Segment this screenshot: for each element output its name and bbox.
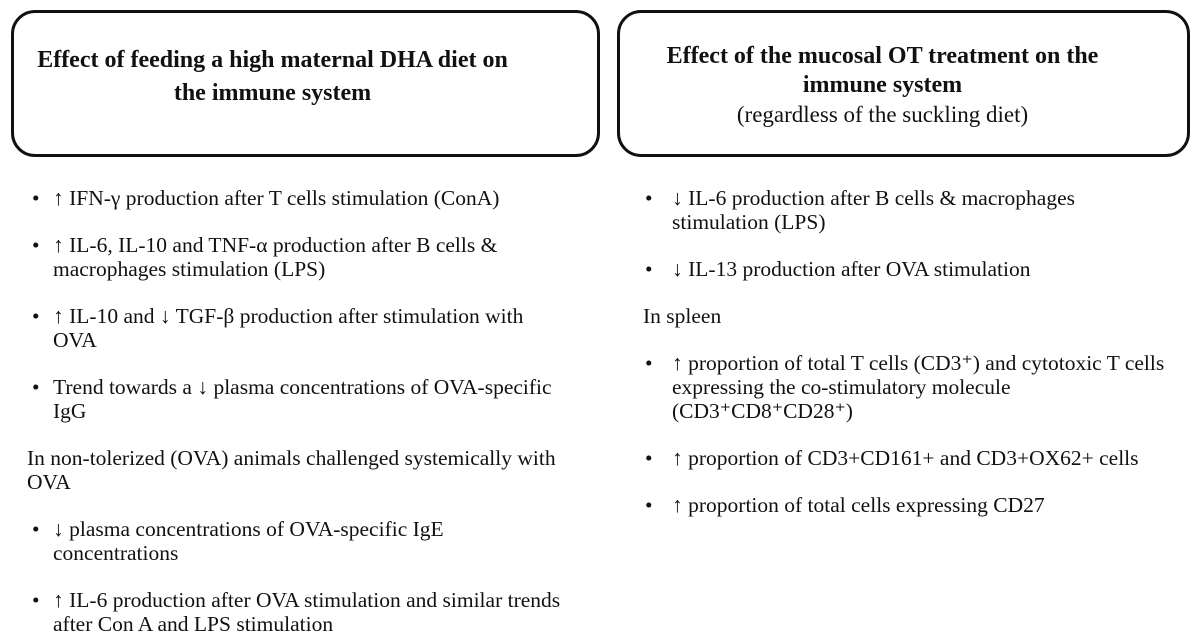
bullet-icon: • (32, 588, 40, 612)
bullet-icon: • (32, 304, 40, 328)
bullet-icon: • (645, 446, 653, 470)
bullet-text: ↑ proportion of total T cells (CD3⁺) and… (672, 351, 1165, 423)
bullet-item: • ↓ IL-13 production after OVA stimulatio… (617, 257, 1200, 281)
bullet-text: ↑ IFN-γ production after T cells stimula… (53, 186, 500, 210)
bullet-text: ↓ IL-6 production after B cells & macrop… (672, 186, 1075, 234)
bullet-item: • ↑ IL-6 production after OVA stimulation… (0, 588, 598, 636)
right-panel-subtitle: (regardless of the suckling diet) (736, 102, 1029, 127)
bullet-icon: • (32, 186, 40, 210)
bullet-text: ↑ proportion of CD3+CD161+ and CD3+OX62+… (672, 446, 1139, 470)
bullet-icon: • (32, 375, 40, 399)
left-panel-title: Effect of feeding a high maternal DHA di… (37, 47, 508, 106)
bullet-item: • ↑ IL-6, IL-10 and TNF-α production afte… (0, 233, 598, 281)
bullet-text: ↓ plasma concentrations of OVA-specific … (53, 517, 444, 565)
bullet-item: • ↑ proportion of total cells expressing … (617, 493, 1200, 517)
section-label: In non-tolerized (OVA) animals challenge… (27, 446, 556, 494)
bullet-item: • ↑ IL-10 and ↓ TGF-β production after st… (0, 304, 598, 352)
bullet-text: ↑ IL-6 production after OVA stimulation … (53, 588, 561, 636)
bullet-item: • ↑ proportion of total T cells (CD3⁺) an… (617, 351, 1200, 423)
bullet-text: ↑ IL-10 and ↓ TGF-β production after sti… (53, 304, 524, 352)
right-panel-title: Effect of the mucosal OT treatment on th… (666, 43, 1099, 98)
bullet-icon: • (32, 233, 40, 257)
right-panel-title-box: Effect of the mucosal OT treatment on th… (617, 10, 1190, 157)
bullet-item: • ↓ plasma concentrations of OVA-specific… (0, 517, 598, 565)
right-panel: Effect of the mucosal OT treatment on th… (617, 0, 1200, 644)
left-panel: Effect of feeding a high maternal DHA di… (0, 0, 600, 644)
bullet-icon: • (32, 517, 40, 541)
bullet-text: Trend towards a ↓ plasma concentrations … (53, 375, 552, 423)
bullet-text: ↑ IL-6, IL-10 and TNF-α production after… (53, 233, 498, 281)
bullet-icon: • (645, 186, 653, 210)
right-panel-item-list: • ↓ IL-6 production after B cells & macro… (617, 186, 1200, 540)
bullet-icon: • (645, 257, 653, 281)
bullet-item: • ↓ IL-6 production after B cells & macro… (617, 186, 1200, 234)
bullet-item: • ↑ proportion of CD3+CD161+ and CD3+OX62… (617, 446, 1200, 470)
bullet-text: ↑ proportion of total cells expressing C… (672, 493, 1045, 517)
left-panel-item-list: • ↑ IFN-γ production after T cells stimul… (0, 186, 598, 644)
bullet-text: ↓ IL-13 production after OVA stimulation (672, 257, 1031, 281)
bullet-icon: • (645, 493, 653, 517)
bullet-item: • ↑ IFN-γ production after T cells stimul… (0, 186, 598, 210)
bullet-icon: • (645, 351, 653, 375)
section-label: In spleen (643, 304, 722, 328)
left-panel-title-box: Effect of feeding a high maternal DHA di… (11, 10, 600, 157)
bullet-item: • Trend towards a ↓ plasma concentrations… (0, 375, 598, 423)
